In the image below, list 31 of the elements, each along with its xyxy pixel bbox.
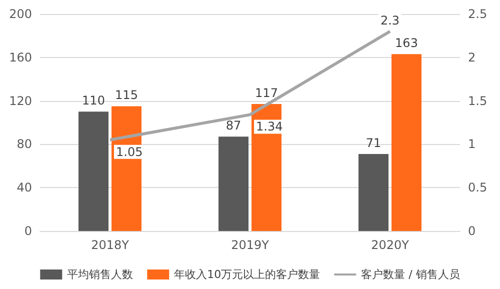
- x-tick-label: 2018Y: [91, 238, 130, 252]
- legend-label: 年收入10万元以上的客户数量: [174, 268, 320, 281]
- data-label: 163: [395, 36, 418, 50]
- y-tick-label: 40: [16, 180, 32, 195]
- bar: [78, 112, 108, 231]
- data-label: 71: [366, 136, 382, 150]
- y-tick-label: 120: [9, 94, 32, 108]
- y2-tick-label: 0.5: [468, 180, 488, 195]
- y2-tick-label: 1.5: [468, 94, 488, 108]
- data-label: 115: [115, 88, 138, 102]
- data-label: 110: [82, 94, 105, 108]
- x-tick-label: 2019Y: [231, 238, 270, 252]
- data-label: 117: [255, 86, 278, 100]
- bar: [392, 54, 422, 231]
- bar: [358, 154, 388, 231]
- y2-tick-label: 2.5: [468, 7, 488, 21]
- y2-tick-label: 1: [468, 137, 476, 152]
- y-tick-label: 200: [9, 7, 32, 21]
- data-label: 1.05: [116, 144, 143, 159]
- legend-label: 平均销售人数: [67, 268, 134, 281]
- data-label: 1.34: [256, 120, 283, 134]
- y2-tick-label: 2: [468, 50, 476, 64]
- bar: [218, 136, 248, 231]
- legend-label: 客户数量 / 销售人员: [361, 268, 460, 281]
- data-label: 87: [226, 118, 242, 133]
- y-tick-label: 160: [9, 50, 32, 64]
- x-tick-label: 2020Y: [371, 238, 410, 252]
- y2-tick-label: 0: [468, 224, 476, 238]
- y-tick-label: 0: [24, 224, 32, 238]
- data-label: 2.3: [380, 13, 400, 28]
- y-tick-label: 80: [16, 137, 32, 152]
